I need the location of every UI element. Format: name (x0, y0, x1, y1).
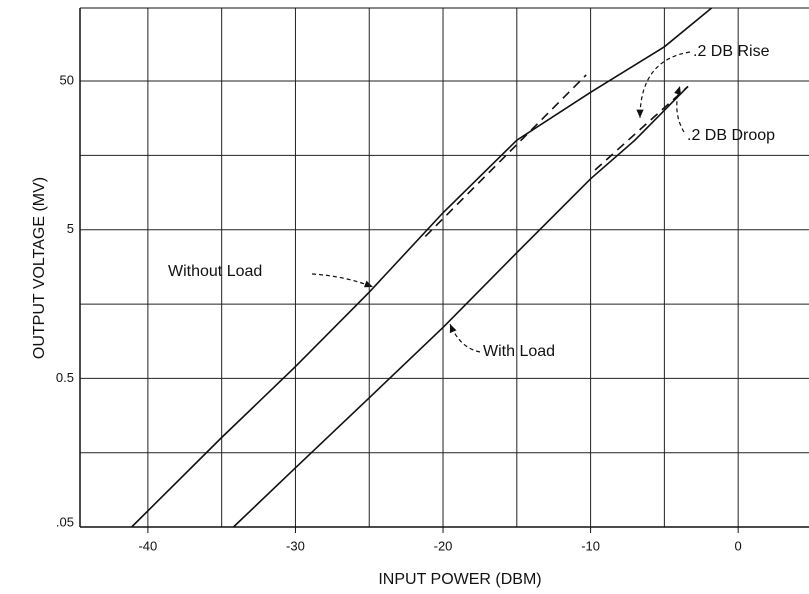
annotation: .2 DB Rise (693, 43, 770, 60)
series-label: Without Load (168, 263, 262, 280)
annotation: .2 DB Droop (687, 127, 775, 144)
x-tick-label: -30 (286, 538, 305, 553)
y-tick-label: .05 (56, 514, 74, 529)
x-tick-label: -10 (581, 538, 600, 553)
annotation-arrow (674, 85, 685, 133)
y-tick-label: 5 (67, 221, 74, 236)
x-tick-label: 0 (735, 538, 742, 553)
x-tick-label: -40 (138, 538, 157, 553)
x-axis-label: INPUT POWER (DBM) (378, 571, 541, 588)
annotation-arrow (449, 323, 481, 353)
annotation-arrow (636, 51, 691, 119)
annotation-arrow (311, 273, 374, 288)
series-label: With Load (483, 343, 555, 360)
y-tick-label: 50 (60, 72, 74, 87)
y-tick-label: 0.5 (56, 370, 74, 385)
series-line (232, 85, 689, 528)
y-axis-label: OUTPUT VOLTAGE (MV) (31, 177, 48, 359)
reference-line (424, 74, 587, 238)
reference-line (594, 85, 689, 171)
series-line (131, 7, 713, 528)
x-tick-label: -20 (434, 538, 453, 553)
